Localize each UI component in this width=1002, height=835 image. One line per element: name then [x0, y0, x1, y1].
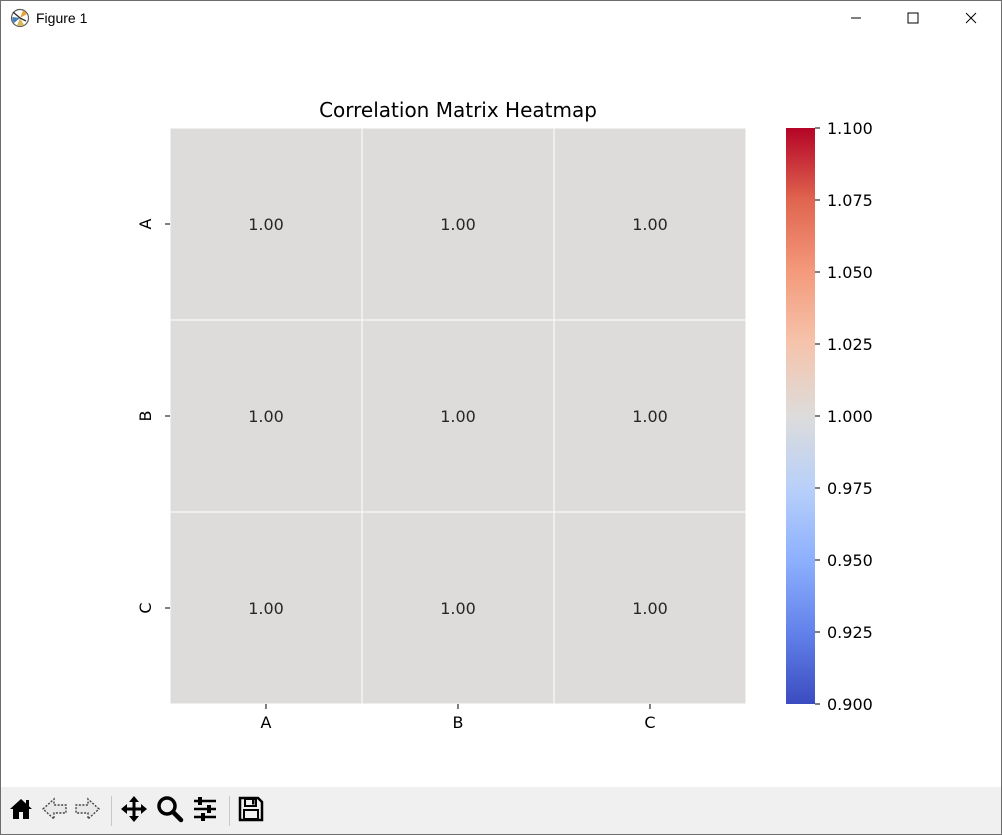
floppy-disk-icon [237, 795, 265, 827]
cell-annotation: 1.00 [248, 407, 284, 426]
pan-button[interactable] [119, 796, 149, 826]
colorbar-tick-label: 1.050 [827, 263, 873, 282]
heatmap-cell [361, 127, 555, 321]
colorbar-gradient [786, 128, 815, 704]
minimize-icon [850, 9, 862, 28]
colorbar-tick-label: 1.025 [827, 335, 873, 354]
y-axis: A B C [136, 218, 170, 614]
home-button[interactable] [6, 796, 36, 826]
forward-arrow-icon [73, 796, 101, 826]
y-tick-label: A [136, 218, 155, 229]
back-arrow-icon [41, 796, 69, 826]
colorbar: 0.900 0.925 0.950 0.975 1.000 1.025 1.050 1.075… [786, 119, 873, 714]
heatmap-cells [169, 127, 747, 705]
cell-annotation: 1.00 [440, 215, 476, 234]
figure-canvas[interactable]: 1.00 1.00 1.00 1.00 1.00 1.00 1.00 1.00 1.00 A B C… [1, 35, 1001, 787]
zoom-button[interactable] [155, 796, 185, 826]
heatmap-cell [553, 127, 747, 321]
navigation-toolbar [1, 787, 1001, 834]
chart-title: Correlation Matrix Heatmap [319, 98, 597, 122]
cell-annotation: 1.00 [440, 407, 476, 426]
back-button[interactable] [40, 796, 70, 826]
close-button[interactable] [942, 1, 1000, 35]
move-icon [120, 795, 148, 827]
title-bar[interactable]: Figure 1 [1, 1, 1001, 35]
maximize-icon [907, 9, 919, 28]
colorbar-tick-label: 1.000 [827, 407, 873, 426]
cell-annotation: 1.00 [632, 599, 668, 618]
cell-annotation: 1.00 [248, 215, 284, 234]
minimize-button[interactable] [827, 1, 885, 35]
x-tick-label: C [644, 713, 655, 732]
y-tick-label: C [136, 602, 155, 613]
colorbar-tick-label: 0.950 [827, 551, 873, 570]
x-tick-label: A [261, 713, 272, 732]
maximize-button[interactable] [884, 1, 942, 35]
toolbar-separator [229, 796, 230, 826]
toolbar-separator [111, 796, 112, 826]
heatmap-annotations: 1.00 1.00 1.00 1.00 1.00 1.00 1.00 1.00 1.00 [248, 215, 668, 618]
colorbar-tick-label: 0.925 [827, 623, 873, 642]
x-axis: A B C [261, 704, 656, 732]
cell-annotation: 1.00 [632, 215, 668, 234]
home-icon [8, 796, 34, 826]
heatmap-cell [361, 511, 555, 705]
save-button[interactable] [236, 796, 266, 826]
cell-annotation: 1.00 [632, 407, 668, 426]
heatmap-chart: 1.00 1.00 1.00 1.00 1.00 1.00 1.00 1.00 1.00 A B C… [136, 98, 873, 732]
window-title: Figure 1 [36, 10, 88, 26]
colorbar-tick-label: 0.900 [827, 695, 873, 714]
heatmap-cell [553, 319, 747, 513]
cell-annotation: 1.00 [248, 599, 284, 618]
matplotlib-figure-icon [10, 8, 30, 28]
colorbar-tick-label: 1.075 [827, 191, 873, 210]
x-tick-label: B [453, 713, 464, 732]
forward-button[interactable] [72, 796, 102, 826]
configure-subplots-button[interactable] [190, 796, 220, 826]
sliders-icon [191, 795, 219, 827]
colorbar-tick-label: 0.975 [827, 479, 873, 498]
y-tick-label: B [136, 411, 155, 422]
close-icon [965, 9, 977, 28]
cell-annotation: 1.00 [440, 599, 476, 618]
colorbar-tick-label: 1.100 [827, 119, 873, 138]
heatmap-cell [169, 511, 363, 705]
magnifier-icon [156, 795, 184, 827]
